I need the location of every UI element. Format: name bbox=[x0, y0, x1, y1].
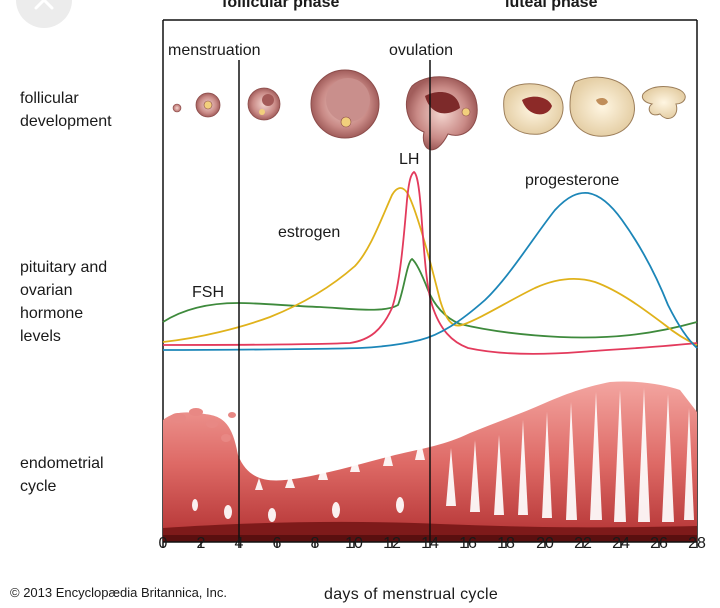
day-markers bbox=[238, 60, 431, 542]
copyright-notice: © 2013 Encyclopædia Britannica, Inc. bbox=[10, 585, 227, 600]
follicular-phase-title: follicular phase bbox=[222, 0, 340, 11]
lh-label: LH bbox=[399, 151, 420, 168]
endometrial-cycle-label: endometrial cycle bbox=[20, 455, 104, 495]
tick-label: 14 bbox=[421, 535, 439, 552]
fsh-label: FSH bbox=[192, 284, 224, 301]
x-axis bbox=[162, 541, 698, 548]
tick-label: 10 bbox=[345, 535, 363, 552]
tick-label: 24 bbox=[612, 535, 630, 552]
tick-label: 16 bbox=[459, 535, 477, 552]
fsh-curve bbox=[162, 257, 698, 339]
tick-label: 2 bbox=[196, 535, 206, 552]
estrogen-curve bbox=[162, 187, 698, 346]
tick-label: 12 bbox=[383, 535, 401, 552]
estrogen-label: estrogen bbox=[278, 224, 341, 241]
menstruation-label: menstruation bbox=[168, 42, 261, 59]
tick-label: 22 bbox=[574, 535, 592, 552]
tick-label: 28 bbox=[688, 535, 706, 552]
hormone-curves bbox=[162, 170, 698, 355]
tick-label: 20 bbox=[536, 535, 554, 552]
follicle-sequence bbox=[172, 69, 686, 151]
progesterone-label: progesterone bbox=[525, 172, 620, 189]
progesterone-curve bbox=[162, 191, 698, 351]
tick-label: 4 bbox=[234, 535, 244, 552]
luteal-phase-title: luteal phase bbox=[505, 0, 598, 11]
close-icon bbox=[34, 0, 54, 10]
hormone-levels-label: pituitary and ovarian hormone levels bbox=[20, 259, 108, 345]
tick-label: 26 bbox=[650, 535, 668, 552]
tick-label: 0 bbox=[158, 535, 168, 552]
follicular-development-label: follicular development bbox=[20, 90, 112, 130]
tick-label: 18 bbox=[497, 535, 515, 552]
x-axis-label: days of menstrual cycle bbox=[324, 586, 499, 603]
lh-curve bbox=[162, 170, 698, 355]
tick-label: 8 bbox=[310, 535, 320, 552]
ovulation-label: ovulation bbox=[389, 42, 454, 59]
tick-label: 6 bbox=[272, 535, 282, 552]
